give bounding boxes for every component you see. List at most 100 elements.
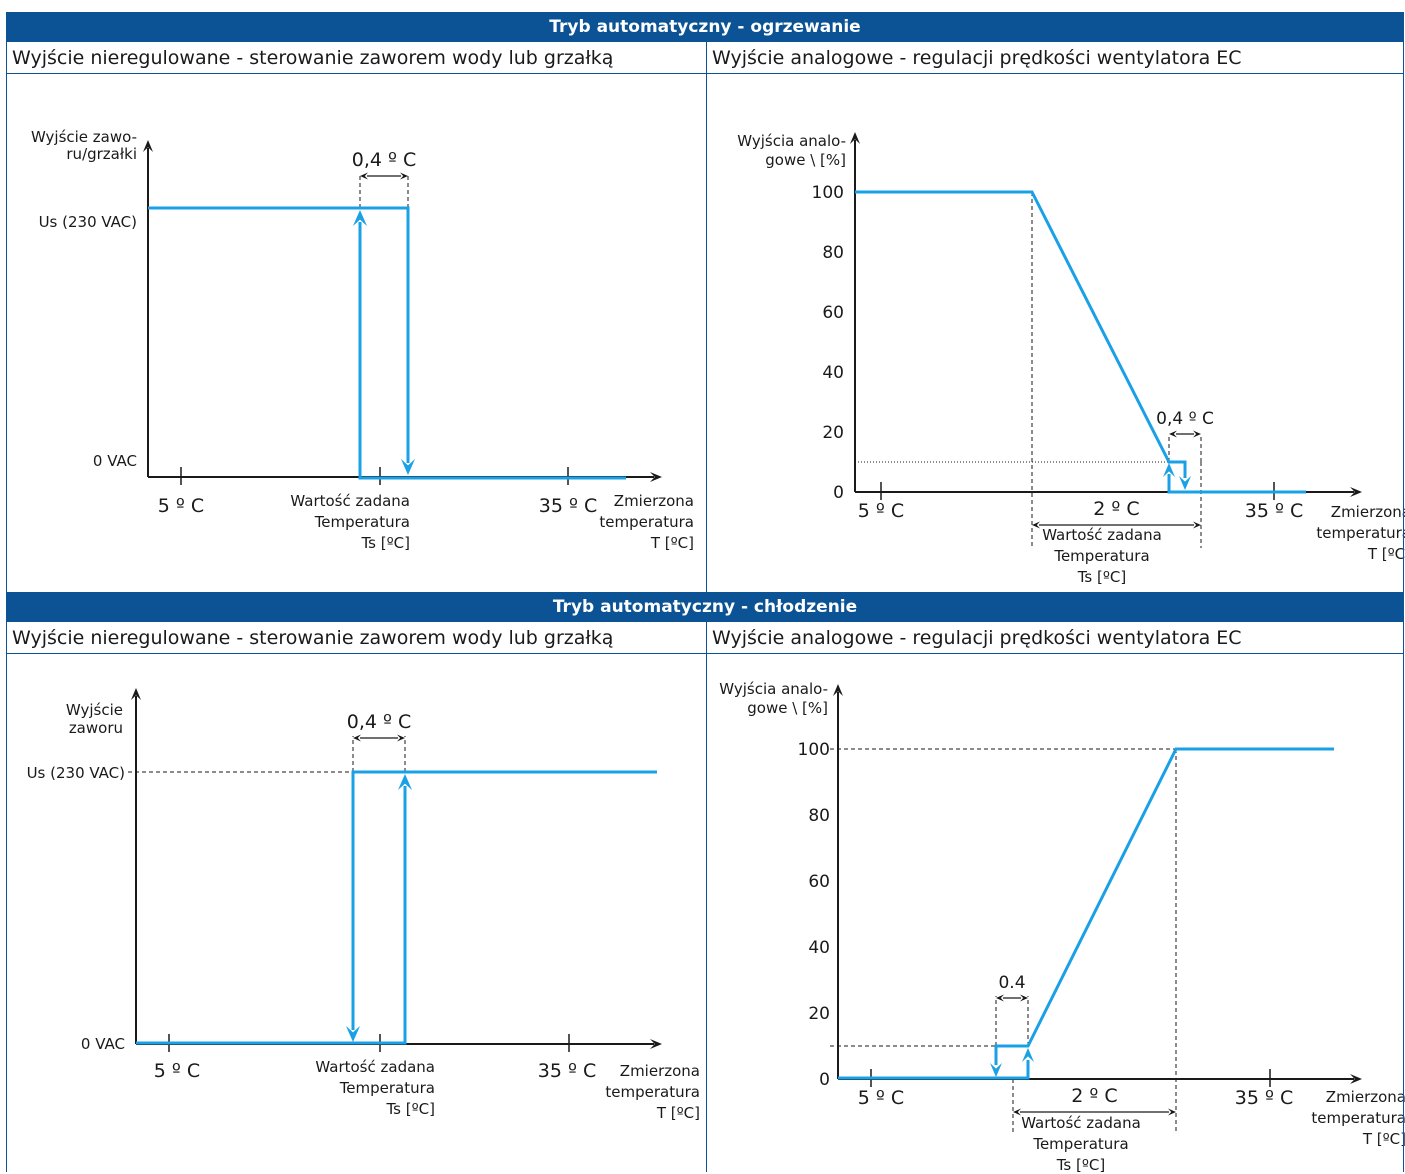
heat-valve-tick-label-35c: 35 º C — [539, 495, 597, 517]
heat-valve-output-on-branch — [148, 206, 410, 463]
cool-fan-proportional-band-dimension-left-arrowhead — [1013, 1108, 1021, 1116]
cool-valve-switch-off-arrowhead — [346, 1026, 360, 1042]
cool-fan-y-axis-label-line-2: gowe \ [%] — [747, 699, 828, 717]
cooling-right-title: Wyjście analogowe - regulacji prędkości … — [706, 622, 1404, 654]
heating-valve-panel: Wyjście zawo-ru/grzałki Us (230 VAC) 0 VAC… — [6, 74, 706, 592]
heat-fan-proportional-band-dimension-left-arrowhead — [1032, 521, 1040, 529]
heat-fan-y-tick-label: 20 — [822, 423, 844, 443]
heat-fan-hysteresis-dimension-label: 0,4 º C — [1156, 409, 1214, 429]
cool-valve-setpoint-label-line-2: Temperatura — [339, 1079, 435, 1097]
heat-valve-setpoint-label-line-2: Temperatura — [314, 513, 410, 531]
cool-valve-x-axis-label-line-3: T [ºC] — [656, 1104, 700, 1122]
cool-fan-proportional-band-dimension-label: 2 º C — [1071, 1085, 1117, 1107]
heating-column-divider — [706, 42, 707, 592]
heat-valve-y-low-label: 0 VAC — [93, 452, 137, 470]
heat-fan-switch-off-arrowhead — [1179, 476, 1191, 490]
heat-fan-tick-label-35c: 35 º C — [1245, 500, 1303, 522]
cool-fan-y-tick-label: 40 — [808, 938, 830, 958]
cooling-section-title: Tryb automatyczny - chłodzenie — [6, 592, 1404, 622]
cool-valve-y-axis-label-line-1: Wyjście — [66, 701, 123, 719]
heat-valve-switch-off-arrowhead — [401, 459, 415, 475]
cool-valve-y-high-label: Us (230 VAC) — [27, 764, 125, 782]
heat-fan-proportional-band-dimension-label: 2 º C — [1093, 498, 1139, 520]
heating-valve-diagram: Wyjście zawo-ru/grzałki Us (230 VAC) 0 VAC… — [31, 128, 694, 552]
heat-fan-x-axis-label-line-3: T [ºC] — [1367, 545, 1405, 563]
cooling-subhead-divider — [6, 653, 1404, 654]
heat-fan-y-axis-label-line-2: gowe \ [%] — [765, 151, 846, 169]
cooling-column-divider — [706, 622, 707, 1172]
cooling-left-title: Wyjście nieregulowane - sterowanie zawor… — [6, 622, 706, 654]
heat-valve-x-axis-label-line-3: T [ºC] — [650, 534, 694, 552]
cool-fan-x-axis-label-line-2: temperatura — [1311, 1109, 1405, 1127]
cool-valve-hysteresis-dimension-label: 0,4 º C — [347, 711, 412, 733]
cool-fan-setpoint-label-line-3: Ts [ºC] — [1056, 1156, 1106, 1174]
cool-fan-output-off-branch — [838, 1060, 1030, 1080]
cool-fan-switch-off-arrowhead — [990, 1063, 1002, 1077]
heat-fan-hysteresis-dimension-left-arrowhead — [1169, 430, 1177, 438]
cool-valve-tick-label-5c: 5 º C — [154, 1060, 200, 1082]
frame-right-border — [1403, 12, 1404, 1172]
heat-valve-tick-label-5c: 5 º C — [158, 495, 204, 517]
heating-right-title: Wyjście analogowe - regulacji prędkości … — [706, 42, 1404, 74]
heating-fan-diagram: Wyjścia analo-gowe \ [%] 0 20 40 60 80 100 5 º … — [737, 132, 1405, 586]
heat-valve-output-off-branch — [358, 222, 626, 480]
heat-valve-y-axis-arrowhead — [143, 140, 153, 152]
heat-fan-y-tick-label: 100 — [812, 183, 844, 203]
cool-fan-tick-label-5c: 5 º C — [858, 1087, 904, 1109]
heat-valve-setpoint-label-line-3: Ts [ºC] — [360, 534, 410, 552]
heat-fan-hysteresis-dimension-right-arrowhead — [1193, 430, 1201, 438]
cool-fan-y-tick-label: 100 — [798, 740, 830, 760]
cool-fan-setpoint-label-line-2: Temperatura — [1032, 1135, 1128, 1153]
cool-fan-setpoint-label-line-1: Wartość zadana — [1021, 1114, 1141, 1132]
heat-valve-x-axis-label-line-1: Zmierzona — [614, 492, 694, 510]
cooling-fan-panel: Wyjścia analo-gowe \ [%] 0 20 40 60 80 100 5 º … — [706, 654, 1405, 1174]
heat-fan-x-axis-label-line-1: Zmierzona — [1331, 503, 1405, 521]
heat-valve-x-axis-label-line-2: temperatura — [599, 513, 694, 531]
heat-valve-y-axis-label-line-1: Wyjście zawo- — [31, 128, 137, 146]
cool-fan-x-axis-arrowhead — [1350, 1074, 1362, 1084]
cool-fan-x-axis-label-line-3: T [ºC] — [1362, 1130, 1405, 1148]
cooling-valve-panel: Wyjście zaworu Us (230 VAC) 0 VAC 5 º C 35 º … — [6, 654, 706, 1172]
heat-valve-hysteresis-dimension-right-arrowhead — [400, 172, 408, 180]
heat-fan-setpoint-label-line-1: Wartość zadana — [1042, 526, 1162, 544]
cool-fan-hysteresis-dimension-label: 0.4 — [998, 973, 1025, 993]
heat-fan-x-axis-label-line-2: temperatura — [1316, 524, 1405, 542]
cool-valve-switch-on-arrowhead — [398, 774, 412, 790]
heating-left-title: Wyjście nieregulowane - sterowanie zawor… — [6, 42, 706, 74]
heat-valve-x-axis-arrowhead — [650, 472, 662, 482]
cooling-fan-diagram: Wyjścia analo-gowe \ [%] 0 20 40 60 80 100 5 º … — [719, 680, 1405, 1174]
heat-valve-y-axis-label-line-2: ru/grzałki — [66, 145, 137, 163]
heating-subhead-divider — [6, 73, 1404, 74]
cool-valve-x-axis-label-line-2: temperatura — [605, 1083, 700, 1101]
cool-fan-y-tick-label: 80 — [808, 806, 830, 826]
heat-fan-output-curve — [855, 190, 1187, 478]
cool-fan-output-curve — [994, 747, 1334, 1065]
cool-fan-switch-on-arrowhead — [1022, 1048, 1034, 1062]
diagram-frame: Tryb automatyczny - ogrzewanie Wyjście n… — [6, 12, 1405, 1174]
cool-valve-y-low-label: 0 VAC — [81, 1035, 125, 1053]
cool-valve-y-axis-arrowhead — [131, 688, 141, 700]
cool-valve-tick-label-35c: 35 º C — [538, 1060, 596, 1082]
heat-fan-y-tick-label: 0 — [833, 483, 844, 503]
cool-fan-y-tick-label: 20 — [808, 1004, 830, 1024]
heating-section-title: Tryb automatyczny - ogrzewanie — [6, 12, 1404, 42]
heating-fan-panel: Wyjścia analo-gowe \ [%] 0 20 40 60 80 100 5 º … — [706, 74, 1405, 592]
cool-valve-hysteresis-dimension-right-arrowhead — [397, 734, 405, 742]
heat-fan-y-tick-label: 80 — [822, 243, 844, 263]
heat-fan-x-axis-arrowhead — [1350, 487, 1362, 497]
cool-valve-x-axis-label-line-1: Zmierzona — [620, 1062, 700, 1080]
heat-valve-hysteresis-dimension-label: 0,4 º C — [352, 149, 417, 171]
cool-fan-y-tick-label: 0 — [819, 1070, 830, 1090]
cool-fan-y-tick-label: 60 — [808, 872, 830, 892]
heat-fan-y-tick-label: 60 — [822, 303, 844, 323]
heat-valve-hysteresis-dimension-left-arrowhead — [360, 172, 368, 180]
heat-valve-setpoint-label-line-1: Wartość zadana — [290, 492, 410, 510]
cool-valve-output-off-branch — [136, 786, 407, 1045]
heat-fan-y-axis-arrowhead — [850, 132, 860, 144]
heat-fan-setpoint-label-line-2: Temperatura — [1053, 547, 1149, 565]
heat-fan-y-tick-label: 40 — [822, 363, 844, 383]
heat-fan-setpoint-label-line-3: Ts [ºC] — [1077, 568, 1127, 586]
cool-fan-y-axis-arrowhead — [833, 684, 843, 696]
heat-fan-tick-label-5c: 5 º C — [858, 500, 904, 522]
